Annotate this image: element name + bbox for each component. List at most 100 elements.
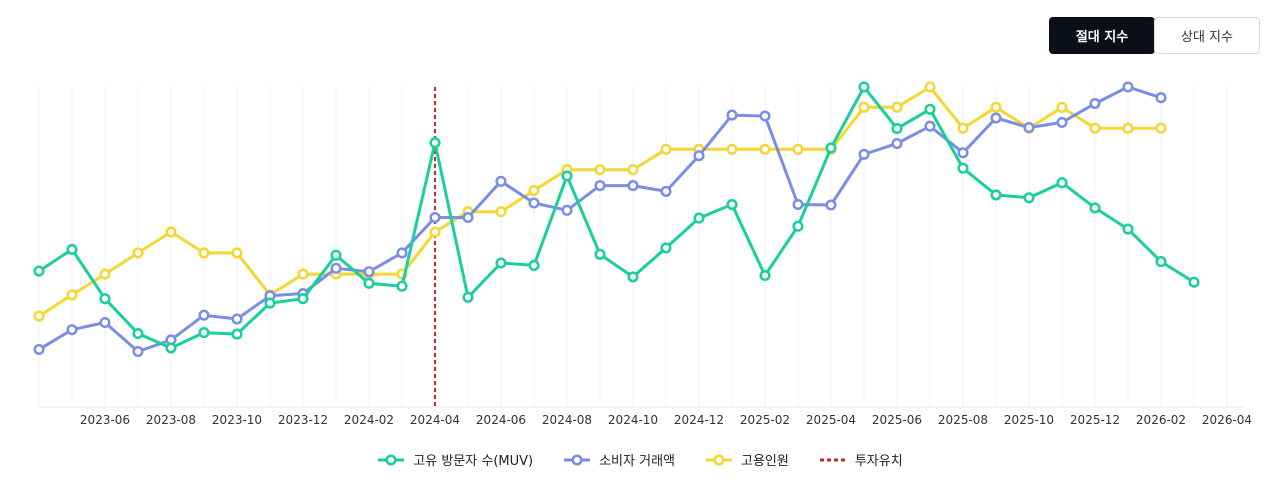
data-point-consumer[interactable] bbox=[1023, 122, 1035, 134]
data-point-muv[interactable] bbox=[165, 342, 177, 354]
legend-item-employees[interactable]: 고용인원 bbox=[705, 450, 789, 469]
data-point-muv[interactable] bbox=[1089, 202, 1101, 214]
data-point-consumer[interactable] bbox=[66, 324, 78, 336]
data-point-employees[interactable] bbox=[858, 101, 870, 113]
legend-item-muv[interactable]: 고유 방문자 수(MUV) bbox=[377, 450, 533, 469]
data-point-employees[interactable] bbox=[132, 247, 144, 259]
data-point-employees[interactable] bbox=[297, 268, 309, 280]
data-point-muv[interactable] bbox=[297, 293, 309, 305]
data-point-consumer[interactable] bbox=[429, 211, 441, 224]
data-point-muv[interactable] bbox=[924, 103, 936, 115]
data-point-muv[interactable] bbox=[858, 81, 870, 93]
data-point-consumer[interactable] bbox=[495, 175, 507, 187]
data-point-consumer[interactable] bbox=[33, 343, 45, 355]
data-point-employees[interactable] bbox=[594, 164, 606, 176]
data-point-employees[interactable] bbox=[891, 101, 903, 113]
data-point-employees[interactable] bbox=[792, 143, 804, 155]
data-point-consumer[interactable] bbox=[231, 313, 243, 325]
data-point-consumer[interactable] bbox=[198, 309, 210, 321]
data-point-muv[interactable] bbox=[726, 198, 738, 211]
data-point-employees[interactable] bbox=[33, 310, 45, 322]
data-point-muv[interactable] bbox=[1155, 256, 1167, 268]
data-point-consumer[interactable] bbox=[396, 247, 408, 259]
data-point-employees[interactable] bbox=[231, 247, 243, 259]
legend-item-consumer[interactable]: 소비자 거래액 bbox=[563, 450, 675, 469]
data-point-consumer[interactable] bbox=[1155, 92, 1167, 104]
data-point-consumer[interactable] bbox=[660, 185, 672, 197]
data-point-employees[interactable] bbox=[198, 247, 210, 259]
data-point-employees[interactable] bbox=[957, 122, 969, 134]
data-point-muv[interactable] bbox=[1023, 192, 1035, 204]
data-point-consumer[interactable] bbox=[924, 120, 936, 132]
data-point-muv[interactable] bbox=[231, 328, 243, 340]
data-point-consumer[interactable] bbox=[1056, 116, 1068, 128]
data-point-consumer[interactable] bbox=[594, 180, 606, 192]
data-point-muv[interactable] bbox=[495, 257, 507, 269]
data-point-consumer[interactable] bbox=[693, 150, 705, 162]
data-point-employees[interactable] bbox=[1122, 122, 1134, 134]
data-point-consumer[interactable] bbox=[363, 266, 375, 278]
data-point-muv[interactable] bbox=[561, 170, 573, 182]
data-point-muv[interactable] bbox=[330, 249, 342, 261]
data-point-consumer[interactable] bbox=[957, 147, 969, 159]
data-point-consumer[interactable] bbox=[330, 262, 342, 274]
data-point-muv[interactable] bbox=[429, 137, 441, 149]
data-point-muv[interactable] bbox=[66, 243, 78, 255]
data-point-employees[interactable] bbox=[1089, 122, 1101, 134]
relative-index-button[interactable]: 상대 지수 bbox=[1154, 17, 1260, 54]
absolute-index-button[interactable]: 절대 지수 bbox=[1049, 17, 1155, 54]
data-point-muv[interactable] bbox=[1056, 177, 1068, 189]
legend-item-investment[interactable]: 투자유치 bbox=[819, 450, 903, 469]
data-point-consumer[interactable] bbox=[726, 109, 738, 121]
data-point-muv[interactable] bbox=[396, 280, 408, 292]
data-point-employees[interactable] bbox=[495, 206, 507, 218]
data-point-muv[interactable] bbox=[627, 271, 639, 283]
data-point-muv[interactable] bbox=[1122, 223, 1134, 235]
data-point-consumer[interactable] bbox=[990, 112, 1002, 124]
data-point-consumer[interactable] bbox=[858, 148, 870, 160]
data-point-consumer[interactable] bbox=[792, 198, 804, 211]
data-point-consumer[interactable] bbox=[825, 199, 837, 211]
data-point-muv[interactable] bbox=[462, 291, 474, 303]
data-point-muv[interactable] bbox=[99, 293, 111, 305]
data-point-consumer[interactable] bbox=[1089, 97, 1101, 110]
data-point-muv[interactable] bbox=[33, 265, 45, 277]
data-point-employees[interactable] bbox=[429, 226, 441, 238]
data-point-employees[interactable] bbox=[1155, 122, 1167, 134]
data-point-muv[interactable] bbox=[759, 269, 771, 282]
data-point-employees[interactable] bbox=[627, 164, 639, 176]
data-point-employees[interactable] bbox=[1056, 101, 1068, 113]
data-point-muv[interactable] bbox=[132, 327, 144, 340]
data-point-employees[interactable] bbox=[165, 226, 177, 238]
data-point-employees[interactable] bbox=[528, 184, 540, 197]
data-point-consumer[interactable] bbox=[561, 204, 573, 216]
data-point-consumer[interactable] bbox=[132, 345, 144, 358]
data-point-muv[interactable] bbox=[528, 259, 540, 271]
data-point-employees[interactable] bbox=[990, 101, 1002, 113]
data-point-muv[interactable] bbox=[1188, 276, 1200, 288]
data-point-employees[interactable] bbox=[99, 268, 111, 280]
data-point-muv[interactable] bbox=[594, 248, 606, 260]
data-point-muv[interactable] bbox=[990, 189, 1002, 201]
data-point-consumer[interactable] bbox=[891, 137, 903, 150]
data-point-muv[interactable] bbox=[198, 327, 210, 339]
data-point-muv[interactable] bbox=[825, 142, 837, 154]
data-point-employees[interactable] bbox=[66, 289, 78, 301]
data-point-consumer[interactable] bbox=[99, 316, 111, 329]
data-point-consumer[interactable] bbox=[462, 211, 474, 224]
data-point-employees[interactable] bbox=[924, 81, 936, 93]
data-point-muv[interactable] bbox=[363, 277, 375, 289]
data-point-employees[interactable] bbox=[660, 143, 672, 155]
data-point-muv[interactable] bbox=[891, 122, 903, 135]
data-point-consumer[interactable] bbox=[627, 180, 639, 192]
data-point-consumer[interactable] bbox=[528, 197, 540, 209]
data-point-employees[interactable] bbox=[759, 143, 771, 155]
data-point-employees[interactable] bbox=[726, 143, 738, 155]
data-point-consumer[interactable] bbox=[759, 110, 771, 122]
data-point-consumer[interactable] bbox=[1122, 81, 1134, 93]
data-point-muv[interactable] bbox=[792, 220, 804, 232]
data-point-muv[interactable] bbox=[264, 297, 276, 309]
data-point-muv[interactable] bbox=[660, 242, 672, 254]
data-point-muv[interactable] bbox=[693, 212, 705, 224]
data-point-muv[interactable] bbox=[957, 162, 969, 174]
